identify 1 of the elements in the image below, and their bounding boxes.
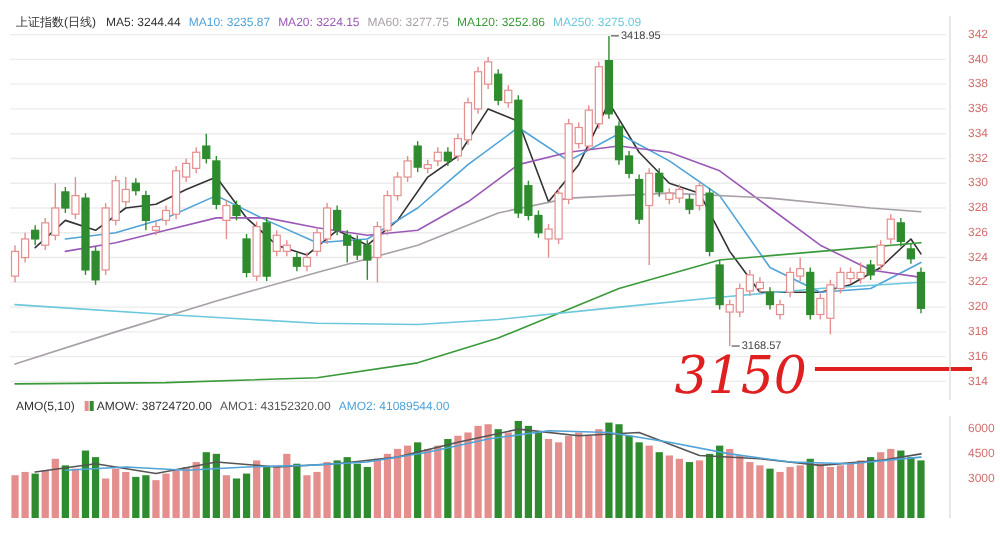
ref-label: 3150 <box>674 347 807 408</box>
